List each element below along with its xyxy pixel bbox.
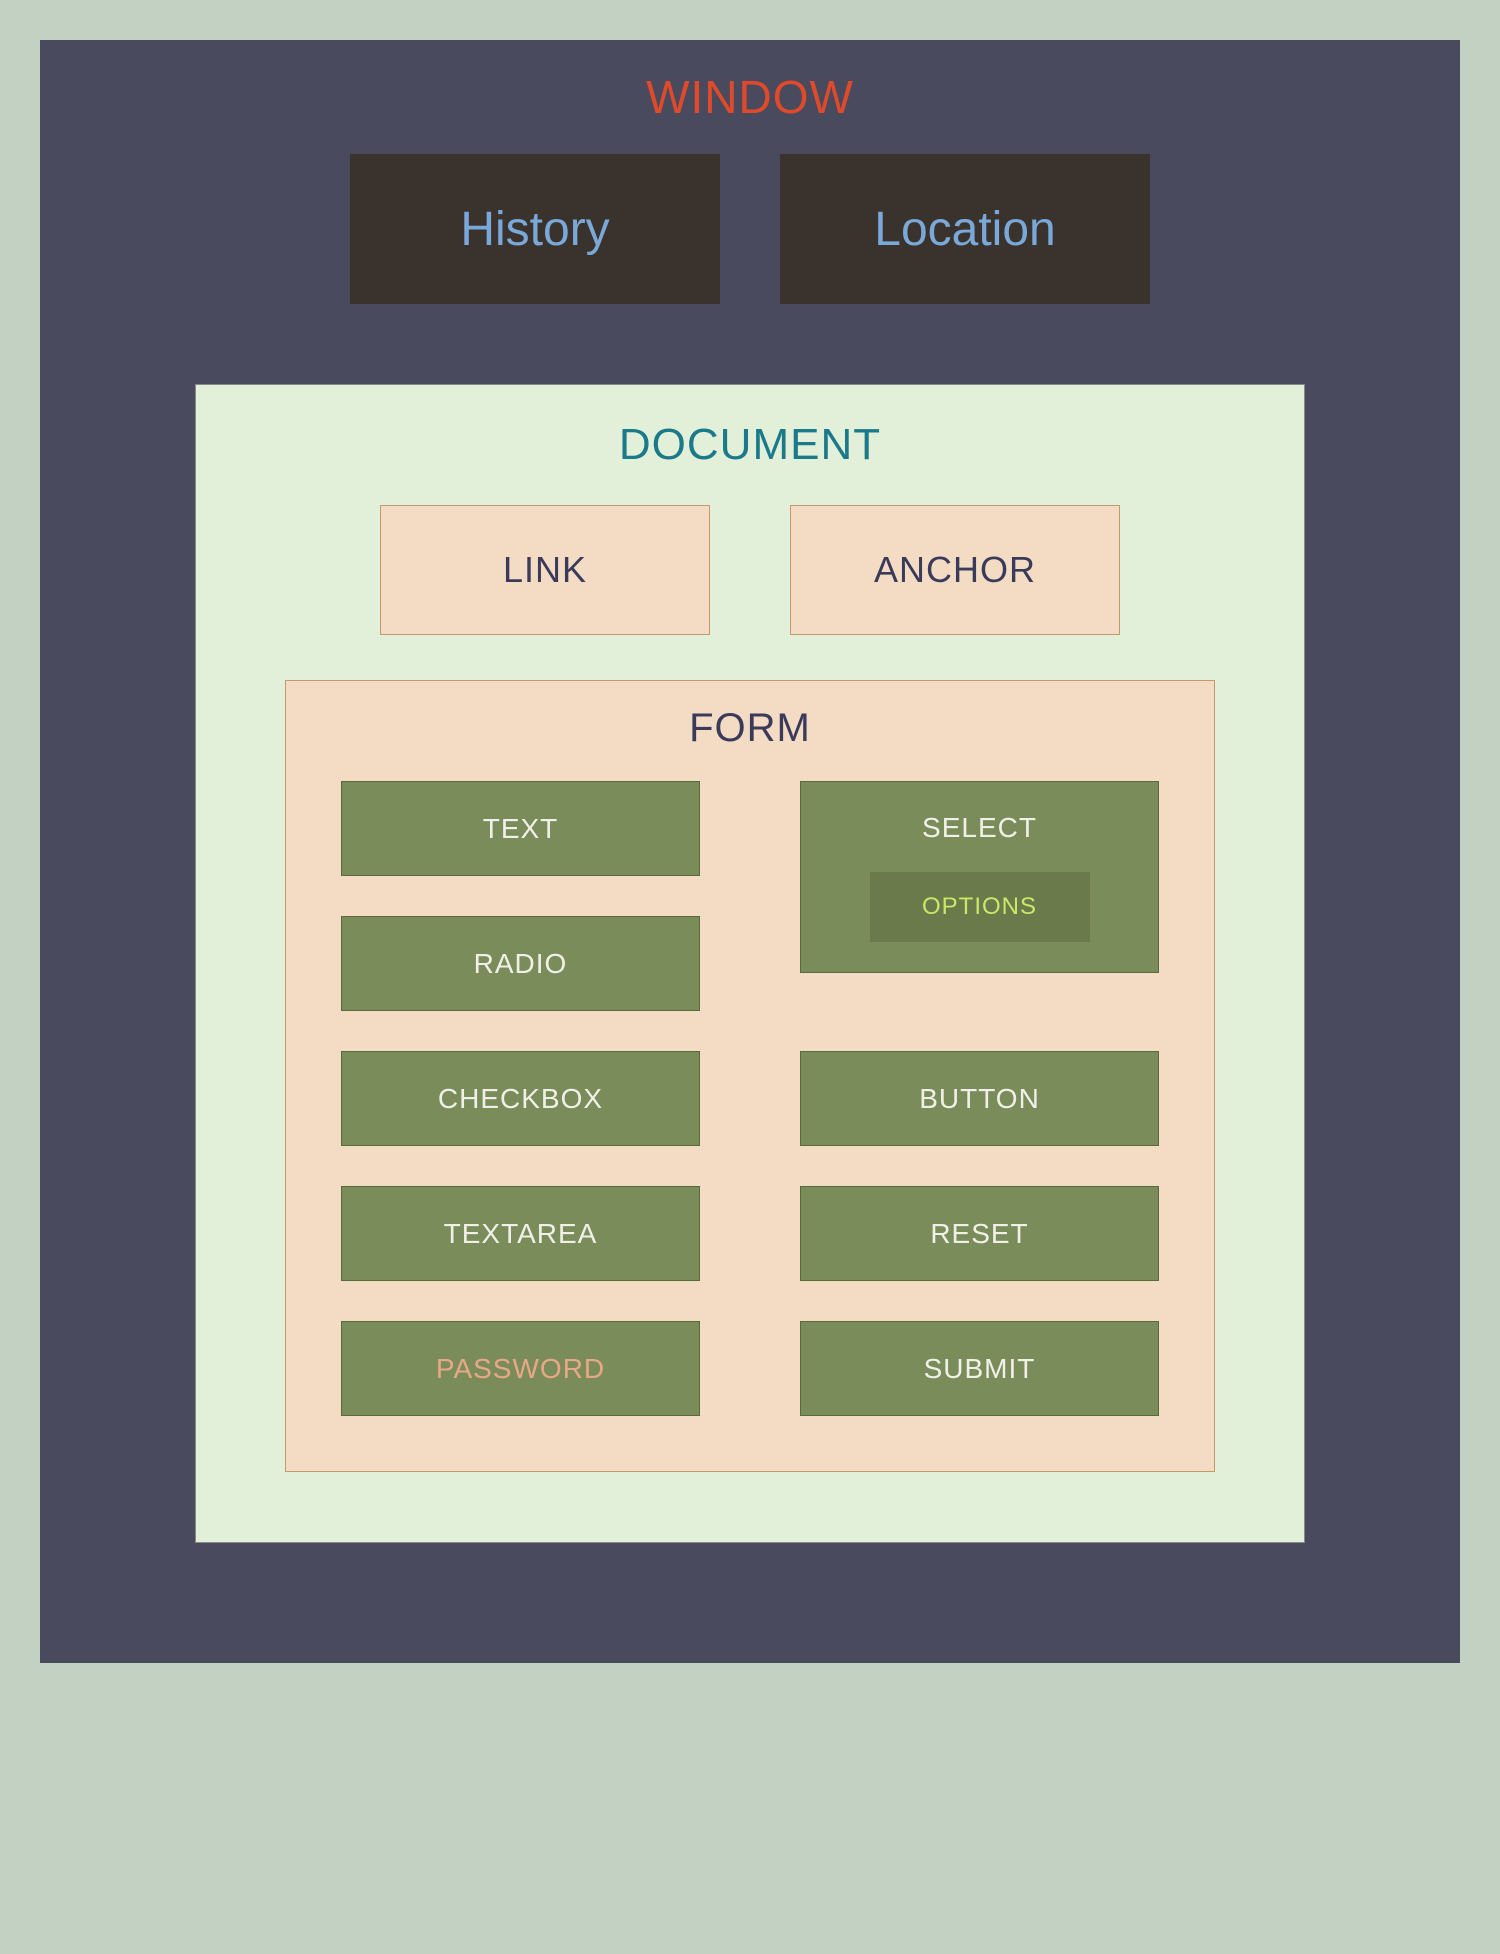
form-item-select: SELECT OPTIONS — [800, 781, 1159, 973]
history-box: History — [350, 154, 720, 304]
form-item-submit: SUBMIT — [800, 1321, 1159, 1416]
form-title: FORM — [341, 706, 1159, 751]
form-item-reset: RESET — [800, 1186, 1159, 1281]
link-box: LINK — [380, 505, 710, 635]
anchor-box: ANCHOR — [790, 505, 1120, 635]
form-grid: TEXT SELECT OPTIONS RADIO CHECKBOX BUTTO… — [341, 781, 1159, 1416]
options-box: OPTIONS — [870, 872, 1090, 942]
form-item-textarea: TEXTAREA — [341, 1186, 700, 1281]
location-box: Location — [780, 154, 1150, 304]
form-item-text: TEXT — [341, 781, 700, 876]
form-item-radio: RADIO — [341, 916, 700, 1011]
document-box: DOCUMENT LINK ANCHOR FORM TEXT SELECT OP… — [195, 384, 1305, 1543]
form-item-password: PASSWORD — [341, 1321, 700, 1416]
document-top-row: LINK ANCHOR — [266, 505, 1234, 635]
window-top-row: History Location — [140, 154, 1360, 304]
document-title: DOCUMENT — [266, 420, 1234, 470]
form-item-button: BUTTON — [800, 1051, 1159, 1146]
window-box: WINDOW History Location DOCUMENT LINK AN… — [40, 40, 1460, 1663]
form-box: FORM TEXT SELECT OPTIONS RADIO CHECKBOX … — [285, 680, 1215, 1472]
select-label: SELECT — [922, 812, 1037, 844]
form-item-checkbox: CHECKBOX — [341, 1051, 700, 1146]
window-title: WINDOW — [140, 70, 1360, 124]
diagram-root: WINDOW History Location DOCUMENT LINK AN… — [40, 40, 1460, 1663]
